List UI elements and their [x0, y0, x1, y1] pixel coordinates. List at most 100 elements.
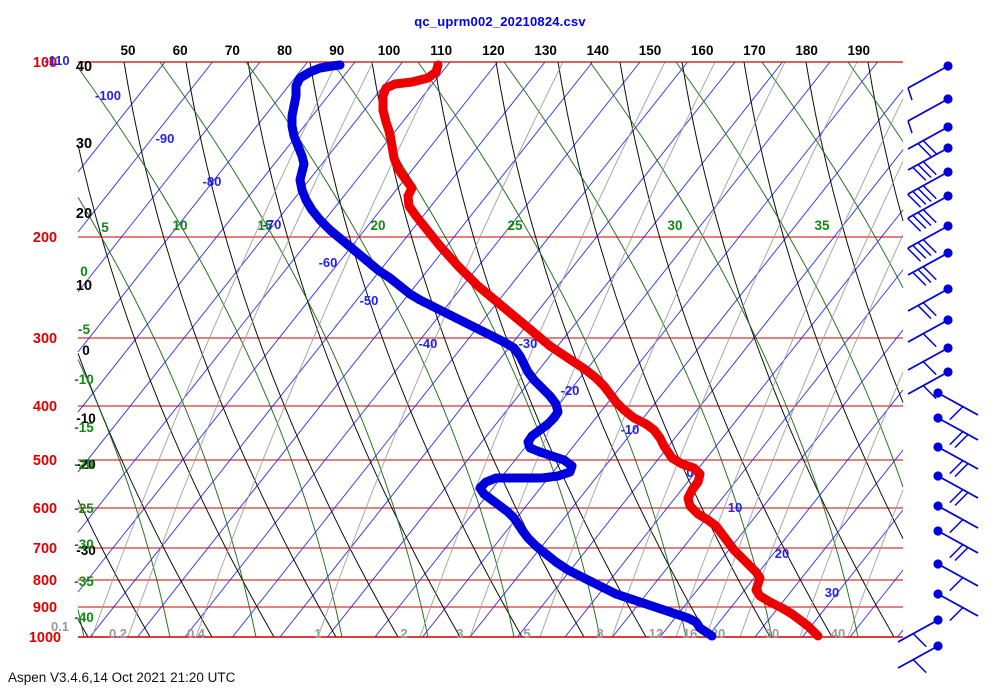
dry-adiabat-line: [874, 479, 888, 507]
top-axis-label: 190: [848, 43, 871, 58]
mixing-ratio-line: [818, 313, 835, 350]
dry-adiabat-line: [413, 244, 423, 272]
moist-adiabat-line: [745, 532, 754, 559]
mixing-ratio-line: [715, 169, 734, 206]
mixing-ratio-line: [532, 313, 549, 350]
dry-adiabat-line: [629, 114, 636, 141]
top-axis-label: 110: [430, 43, 452, 58]
moist-adiabat-line: [384, 480, 394, 507]
mixing-ratio-line: [320, 133, 339, 171]
moist-adiabat-line: [708, 427, 720, 455]
mixing-ratio-line: [579, 205, 597, 242]
dry-adiabat-line: [646, 192, 655, 219]
dry-adiabat-line: [88, 192, 97, 219]
dry-adiabat-line: [448, 349, 459, 376]
dry-adiabat-line: [764, 166, 772, 193]
dry-adiabat-line: [274, 192, 283, 219]
dry-adiabat-line: [403, 532, 418, 559]
moist-adiabat-line: [589, 349, 602, 376]
moist-adiabat-line: [576, 323, 590, 350]
wind-barb: [933, 501, 979, 534]
mixing-ratio-label: 0.1: [51, 619, 69, 634]
dry-adiabat-line: [324, 140, 332, 167]
dry-adiabat-line: [770, 192, 779, 219]
sounding-trace-temperature: [378, 60, 823, 641]
moist-adiabat-line: [404, 323, 418, 350]
moist-adiabat-line: [434, 218, 451, 246]
moist-adiabat-line: [778, 218, 795, 246]
dry-adiabat-line: [816, 610, 833, 638]
mixing-ratio-line: [821, 97, 840, 135]
moist-adiabat-line: [804, 453, 816, 481]
isotherm-label: -40: [419, 336, 438, 351]
moist-adiabat-line: [514, 375, 528, 402]
dry-adiabat-line: [106, 558, 122, 585]
dry-adiabat-line: [492, 584, 508, 612]
green-left-label: -35: [74, 574, 94, 589]
mixing-ratio-line: [765, 529, 781, 566]
isotherm-label: -70: [263, 217, 282, 232]
mixing-ratio-line: [301, 97, 320, 135]
mixing-ratio-line: [495, 529, 511, 566]
dry-adiabat-line: [519, 375, 532, 402]
moist-adiabat-line: [526, 401, 538, 429]
green-top-label: 30: [667, 218, 682, 233]
dry-adiabat-line: [638, 506, 653, 533]
moist-adiabat-line: [205, 270, 221, 298]
dry-adiabat-line: [324, 349, 335, 376]
mixing-ratio-line: [563, 241, 581, 278]
moist-adiabat-line: [232, 323, 246, 350]
moist-adiabat-line: [847, 61, 868, 89]
dry-adiabat-line: [899, 532, 904, 539]
mixing-ratio-label: 2: [400, 626, 407, 641]
moist-adiabat-line: [160, 192, 178, 220]
dry-adiabat-line: [715, 218, 725, 246]
dry-adiabat-line: [837, 532, 852, 559]
moist-adiabat-line: [436, 87, 456, 115]
green-left-label: 0: [80, 264, 88, 279]
mixing-ratio-line: [337, 97, 356, 135]
moist-adiabat-line: [503, 61, 524, 89]
mixing-ratio-line: [812, 564, 827, 602]
dry-adiabat-line: [268, 166, 276, 193]
isotherm-label: -50: [360, 293, 379, 308]
mixing-ratio-line: [887, 493, 903, 530]
moist-adiabat-line: [478, 506, 489, 533]
dry-adiabat-line: [217, 532, 232, 559]
mixing-ratio-line: [868, 133, 887, 171]
pressure-label: 200: [33, 230, 57, 246]
dry-adiabat-line: [581, 375, 594, 402]
dry-adiabat-line: [739, 297, 750, 324]
dry-adiabat-line: [696, 140, 704, 167]
top-axis-label: 70: [225, 43, 240, 58]
moist-adiabat-line: [256, 375, 270, 402]
wind-barb: [907, 61, 953, 101]
dry-adiabat-line: [624, 88, 631, 115]
left-temperature-label: -30: [76, 543, 96, 558]
moist-adiabat-line: [213, 140, 232, 167]
mixing-ratio-line: [385, 421, 401, 458]
moist-adiabat-line: [622, 427, 634, 455]
dry-adiabat-line: [810, 323, 821, 350]
moist-adiabat-line: [815, 140, 834, 167]
isotherm-label: -80: [203, 174, 222, 189]
moist-adiabat-line: [864, 218, 881, 246]
dry-adiabat-line: [405, 218, 415, 246]
dry-adiabat-line: [753, 114, 760, 141]
dry-adiabat-line: [438, 323, 449, 350]
moist-adiabat-line: [632, 453, 644, 481]
moist-adiabat-line: [845, 584, 853, 611]
dry-adiabat-line: [882, 140, 890, 167]
wind-barb: [897, 641, 943, 674]
wind-barb: [907, 94, 953, 134]
mixing-ratio-line: [597, 277, 615, 314]
isotherm-label: 10: [728, 500, 742, 515]
moist-adiabat-line: [418, 192, 436, 220]
dry-adiabat-line: [839, 218, 849, 246]
dry-adiabat-line: [589, 532, 604, 559]
dry-adiabat-line: [731, 270, 741, 298]
moist-adiabat-line: [202, 453, 214, 481]
moist-adiabat-line: [245, 61, 266, 89]
moist-adiabat-line: [884, 113, 903, 141]
dry-adiabat-line: [204, 506, 219, 533]
